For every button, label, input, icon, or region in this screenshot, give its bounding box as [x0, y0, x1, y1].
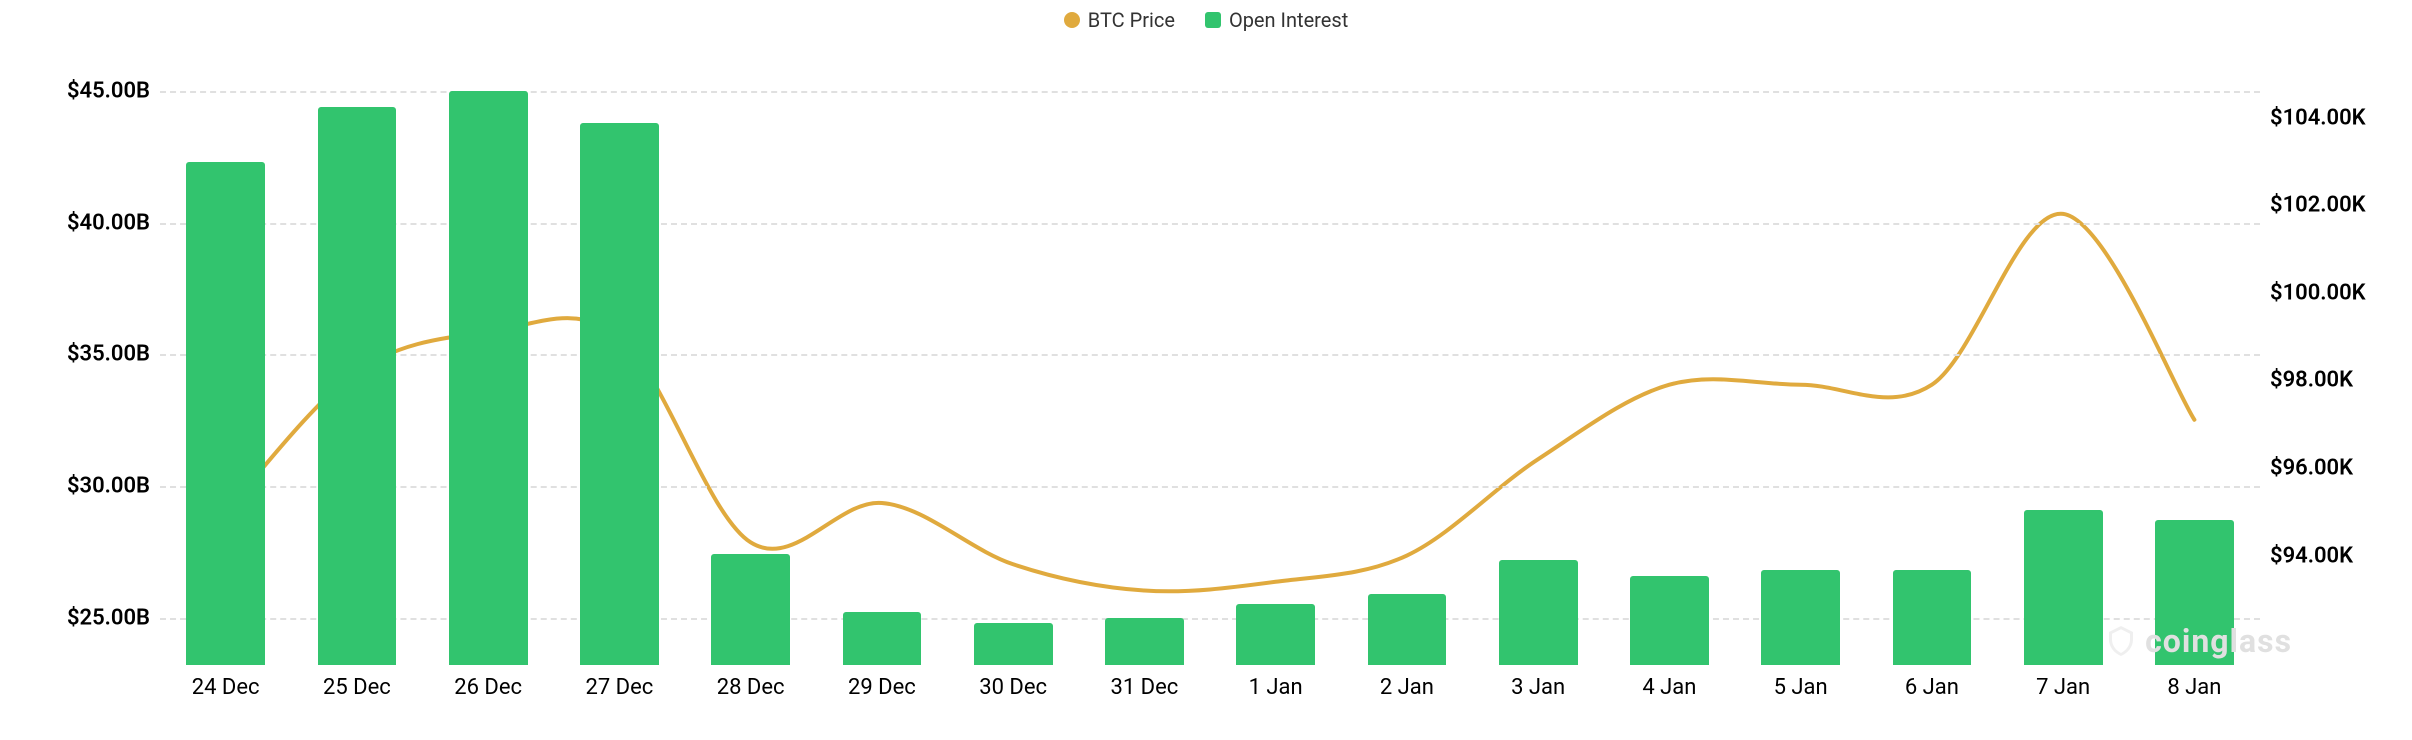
legend-item-btc-price[interactable]: BTC Price [1064, 8, 1175, 32]
x-tick-label: 8 Jan [2167, 675, 2221, 700]
legend-label-open-interest: Open Interest [1229, 8, 1348, 32]
x-tick-label: 30 Dec [979, 675, 1047, 700]
y-right-tick-label: $104.00K [2270, 105, 2412, 130]
x-tick-label: 3 Jan [1511, 675, 1565, 700]
y-right-tick-label: $96.00K [2270, 455, 2412, 480]
x-tick-label: 31 Dec [1110, 675, 1178, 700]
y-left-tick-label: $35.00B [20, 342, 150, 367]
open-interest-bar[interactable] [711, 554, 790, 665]
open-interest-bar[interactable] [2024, 510, 2103, 665]
plot-area [160, 65, 2260, 665]
open-interest-bar[interactable] [843, 612, 922, 665]
open-interest-bar[interactable] [1761, 570, 1840, 665]
y-left-tick-label: $40.00B [20, 210, 150, 235]
y-right-tick-label: $102.00K [2270, 193, 2412, 218]
x-tick-label: 5 Jan [1774, 675, 1828, 700]
open-interest-bar[interactable] [1630, 576, 1709, 665]
x-tick-label: 28 Dec [717, 675, 785, 700]
open-interest-bar[interactable] [186, 162, 265, 665]
y-left-tick-label: $45.00B [20, 79, 150, 104]
x-tick-label: 6 Jan [1905, 675, 1959, 700]
legend-swatch-btc-price [1064, 12, 1080, 28]
open-interest-bar[interactable] [974, 623, 1053, 665]
y-right-tick-label: $98.00K [2270, 368, 2412, 393]
x-tick-label: 7 Jan [2036, 675, 2090, 700]
x-tick-label: 2 Jan [1380, 675, 1434, 700]
y-left-tick-label: $25.00B [20, 605, 150, 630]
x-tick-label: 25 Dec [323, 675, 391, 700]
chart-container: BTC Price Open Interest coinglass $25.00… [0, 0, 2412, 740]
y-right-tick-label: $100.00K [2270, 280, 2412, 305]
watermark-text: coinglass [2145, 622, 2292, 660]
legend-swatch-open-interest [1205, 12, 1221, 28]
open-interest-bar[interactable] [1236, 604, 1315, 665]
open-interest-bar[interactable] [1499, 560, 1578, 665]
x-tick-label: 1 Jan [1249, 675, 1303, 700]
open-interest-bar[interactable] [1105, 618, 1184, 665]
y-left-tick-label: $30.00B [20, 474, 150, 499]
open-interest-bar[interactable] [1893, 570, 1972, 665]
x-tick-label: 27 Dec [585, 675, 653, 700]
open-interest-bar[interactable] [318, 107, 397, 665]
x-tick-label: 26 Dec [454, 675, 522, 700]
x-tick-label: 24 Dec [192, 675, 260, 700]
legend-item-open-interest[interactable]: Open Interest [1205, 8, 1348, 32]
legend: BTC Price Open Interest [0, 8, 2412, 32]
open-interest-bar[interactable] [1368, 594, 1447, 665]
x-tick-label: 29 Dec [848, 675, 916, 700]
open-interest-bar[interactable] [580, 123, 659, 665]
y-right-tick-label: $94.00K [2270, 543, 2412, 568]
x-tick-label: 4 Jan [1642, 675, 1696, 700]
coinglass-icon [2103, 623, 2139, 659]
legend-label-btc-price: BTC Price [1088, 8, 1175, 32]
open-interest-bar[interactable] [449, 91, 528, 665]
watermark: coinglass [2103, 622, 2292, 660]
